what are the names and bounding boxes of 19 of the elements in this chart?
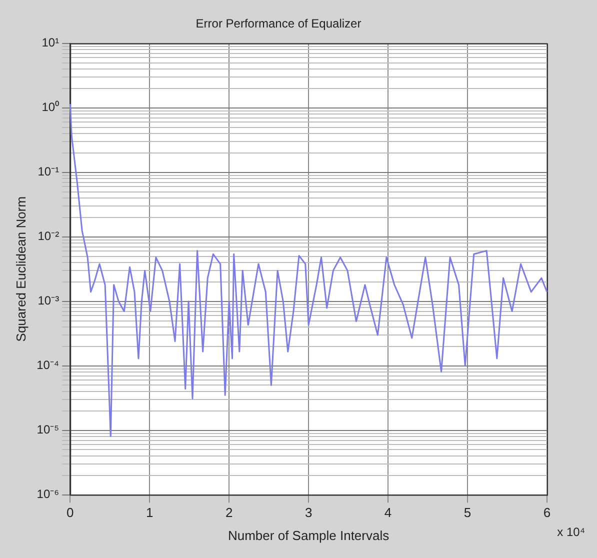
y-tick-label: 10⁻¹: [38, 164, 60, 179]
x-tick-label: 6: [543, 505, 551, 520]
y-tick-label: 10⁻⁶: [36, 487, 60, 502]
x-axis-title: Number of Sample Intervals: [228, 528, 390, 543]
x-tick-label: 4: [384, 505, 392, 520]
y-tick-label: 10⁻²: [38, 229, 60, 244]
y-tick-label: 10⁻³: [38, 294, 60, 308]
x-tick-label: 1: [146, 505, 154, 520]
y-tick-label: 10⁻⁵: [36, 422, 60, 437]
y-tick-label: 10⁰: [42, 100, 60, 114]
x-tick-label: 3: [304, 505, 312, 520]
chart-title: Error Performance of Equalizer: [196, 16, 362, 31]
y-tick-label: 10¹: [42, 36, 60, 50]
x-tick-label: 2: [225, 505, 233, 520]
text: x 10⁴: [557, 525, 585, 540]
y-tick-label: 10⁻⁴: [36, 358, 60, 372]
x-tick-label: 0: [66, 505, 74, 520]
y-axis-title: Squared Euclidean Norm: [13, 196, 28, 342]
x-tick-label: 5: [464, 505, 472, 520]
